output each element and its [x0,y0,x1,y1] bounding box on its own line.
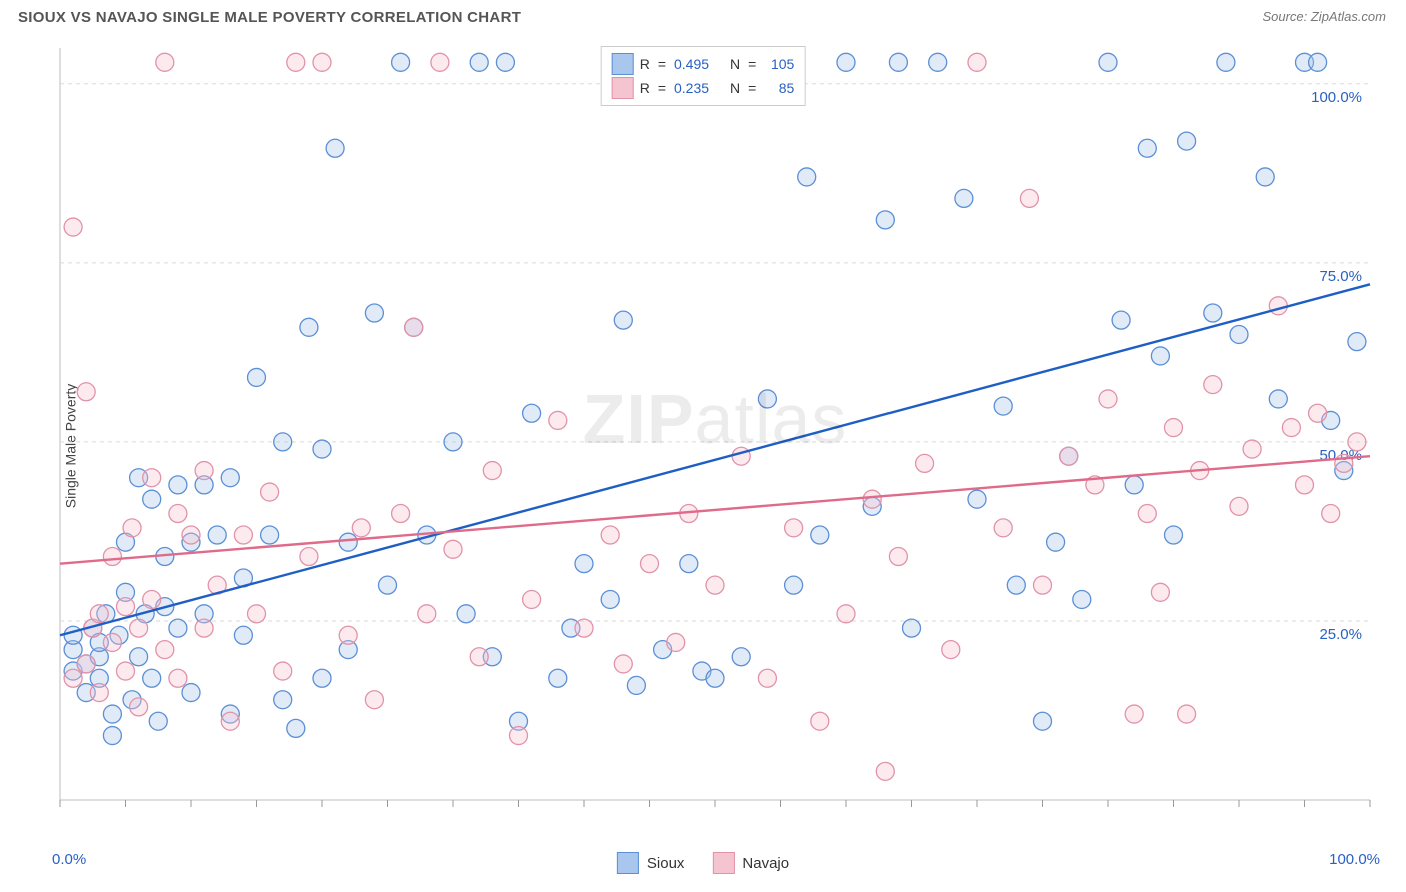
stat-R-label: R [640,56,650,72]
x-axis-start-label: 0.0% [52,851,86,868]
stat-N-value: 85 [764,80,794,96]
legend-swatch [612,77,634,99]
svg-text:100.0%: 100.0% [1311,89,1362,106]
legend-stat-row: R=0.495N=105 [612,53,795,75]
legend-stat-row: R=0.235N=85 [612,77,795,99]
scatter-plot: 25.0%50.0%75.0%100.0% ZIPatlas [50,40,1380,830]
source-name: ZipAtlas.com [1311,9,1386,24]
legend-swatch [617,852,639,874]
svg-text:25.0%: 25.0% [1319,626,1362,643]
legend-label: Sioux [647,855,685,872]
legend-item: Sioux [617,852,685,874]
stat-R-value: 0.495 [674,56,718,72]
svg-text:75.0%: 75.0% [1319,268,1362,285]
legend-swatch [612,53,634,75]
chart-title: SIOUX VS NAVAJO SINGLE MALE POVERTY CORR… [18,9,521,26]
source-attribution: Source: ZipAtlas.com [1262,8,1386,26]
stat-R-value: 0.235 [674,80,718,96]
stat-N-label: N [730,80,740,96]
series-legend: Sioux Navajo [617,852,789,874]
legend-swatch [712,852,734,874]
legend-item: Navajo [712,852,789,874]
source-prefix: Source: [1262,9,1310,24]
stat-N-label: N [730,56,740,72]
x-axis-end-label: 100.0% [1329,851,1380,868]
stat-R-label: R [640,80,650,96]
stat-N-value: 105 [764,56,794,72]
legend-label: Navajo [742,855,789,872]
correlation-legend: R=0.495N=105R=0.235N=85 [601,46,806,106]
